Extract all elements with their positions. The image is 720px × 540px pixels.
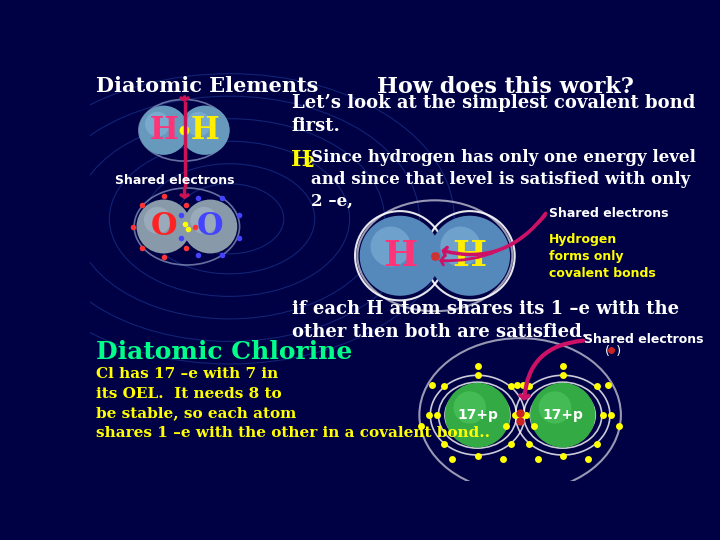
Text: Let’s look at the simplest covalent bond
first.: Let’s look at the simplest covalent bond…: [292, 94, 695, 135]
Circle shape: [139, 106, 189, 155]
Circle shape: [186, 112, 211, 137]
Text: Hydrogen
forms only
covalent bonds: Hydrogen forms only covalent bonds: [549, 233, 655, 280]
Text: Shared electrons: Shared electrons: [585, 333, 704, 346]
Text: H: H: [149, 115, 178, 146]
Circle shape: [180, 106, 230, 155]
Circle shape: [183, 200, 238, 253]
Circle shape: [454, 392, 486, 423]
Text: O: O: [150, 211, 177, 242]
Circle shape: [145, 112, 170, 137]
Text: Diatomic Elements: Diatomic Elements: [96, 76, 318, 96]
Text: Cl has 17 –e with 7 in
its OEL.  It needs 8 to
be stable, so each atom
shares 1 : Cl has 17 –e with 7 in its OEL. It needs…: [96, 367, 490, 440]
Text: Shared electrons: Shared electrons: [114, 174, 234, 187]
Text: Since hydrogen has only one energy level
and since that level is satisfied with : Since hydrogen has only one energy level…: [311, 150, 696, 210]
Text: H: H: [453, 239, 487, 273]
Circle shape: [539, 392, 571, 423]
Text: H: H: [190, 115, 219, 146]
Text: Shared electrons: Shared electrons: [549, 207, 668, 220]
Circle shape: [530, 383, 595, 448]
Text: (◦): (◦): [606, 345, 623, 358]
Circle shape: [445, 383, 510, 448]
Text: 2: 2: [304, 156, 313, 170]
Circle shape: [190, 207, 217, 234]
Circle shape: [360, 215, 441, 296]
Text: H: H: [292, 150, 312, 172]
Text: O: O: [197, 211, 223, 242]
Text: How does this work?: How does this work?: [377, 76, 634, 98]
Circle shape: [441, 226, 481, 267]
Circle shape: [144, 207, 171, 234]
Text: 17+p: 17+p: [542, 408, 583, 422]
Text: H: H: [383, 239, 417, 273]
Text: 17+p: 17+p: [457, 408, 498, 422]
Text: Diatomic Chlorine: Diatomic Chlorine: [96, 340, 353, 364]
Circle shape: [371, 226, 411, 267]
Circle shape: [137, 200, 191, 253]
Text: if each H atom shares its 1 –e with the
other then both are satisfied.: if each H atom shares its 1 –e with the …: [292, 300, 679, 341]
Circle shape: [429, 215, 510, 296]
